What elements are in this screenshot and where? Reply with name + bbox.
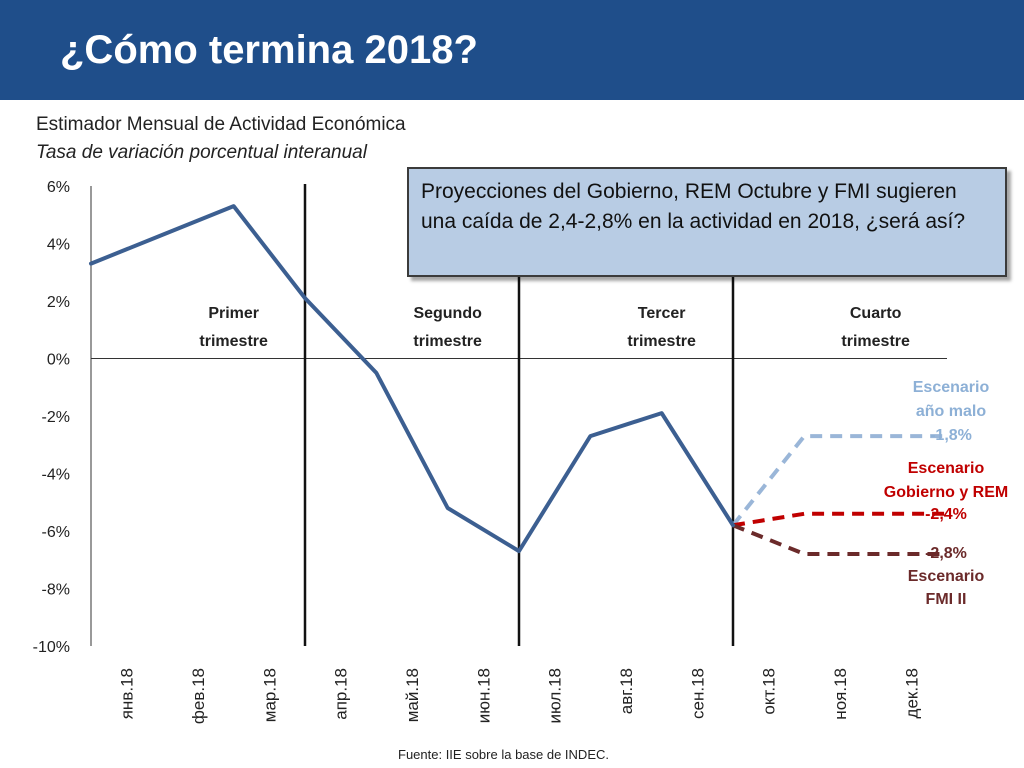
quarter-label: trimestre — [841, 333, 910, 350]
scenario-label: -1,8% — [930, 427, 972, 444]
x-tick-label: апр.18 — [332, 668, 351, 720]
labels-layer: Primer trimestre Segundo trimestre Tercer tri… — [199, 305, 1008, 608]
x-tick-label: май.18 — [403, 668, 422, 722]
x-tick-label: авг.18 — [617, 668, 636, 714]
quarter-label: trimestre — [199, 333, 268, 350]
chart-subtitle-italic: Tasa de variación porcentual interanual — [36, 142, 367, 163]
quarter-label: trimestre — [413, 333, 482, 350]
callout-box: Proyecciones del Gobierno, REM Octubre y… — [407, 167, 1007, 277]
callout-text: Proyecciones del Gobierno, REM Octubre y… — [421, 180, 966, 233]
series-line-gobierno_rem — [732, 511, 947, 528]
x-tick-label: янв.18 — [118, 668, 137, 719]
y-tick-label: -4% — [42, 467, 70, 484]
y-tick-label: 2% — [47, 294, 70, 311]
y-tick-label: -8% — [42, 582, 70, 599]
quarter-label: Cuarto — [850, 305, 902, 322]
y-tick-label: -2% — [42, 409, 70, 426]
scenario-label: -2,4% — [925, 506, 967, 523]
x-tick-label: мар.18 — [260, 668, 279, 722]
series-line-bad_year — [731, 434, 947, 527]
x-tick-label: окт.18 — [760, 668, 779, 715]
slide-title: ¿Cómo termina 2018? — [60, 28, 478, 72]
quarter-label: Tercer — [638, 305, 686, 322]
scenario-label: -2,8% — [925, 545, 967, 562]
quarter-label: Primer — [208, 305, 259, 322]
series-line-fmi — [732, 523, 947, 556]
y-tick-label: 6% — [47, 179, 70, 196]
x-tick-label: ноя.18 — [831, 668, 850, 720]
scenario-label: año malo — [916, 403, 986, 420]
quarter-label: trimestre — [627, 333, 696, 350]
y-tick-label: -6% — [42, 524, 70, 541]
x-tick-label: июл.18 — [546, 668, 565, 723]
series-line-actual — [89, 204, 735, 554]
y-tick-label: -10% — [33, 639, 70, 656]
scenario-label: Gobierno y REM — [884, 484, 1008, 501]
scenario-label: Escenario — [913, 379, 990, 396]
x-tick-label: сен.18 — [688, 668, 707, 719]
x-tick-label: фев.18 — [189, 668, 208, 724]
title-banner: ¿Cómo termina 2018? — [0, 0, 1024, 100]
scenario-label: Escenario — [908, 568, 985, 585]
scenario-label: FMI II — [926, 591, 967, 608]
quarter-label: Segundo — [413, 305, 482, 322]
source-note: Fuente: IIE sobre la base de INDEC. — [398, 747, 609, 762]
chart-subtitle: Estimador Mensual de Actividad Económica — [36, 114, 406, 135]
scenario-label: Escenario — [908, 460, 985, 477]
x-tick-label: дек.18 — [902, 668, 921, 718]
axes-layer: 6% 4% 2% 0% -2% -4% -6% -8% -10% янв.18 фев.18 мар.… — [33, 179, 947, 724]
y-tick-label: 4% — [47, 237, 70, 254]
series-layer — [89, 204, 947, 556]
y-tick-label: 0% — [47, 352, 70, 369]
x-tick-label: июн.18 — [474, 668, 493, 723]
